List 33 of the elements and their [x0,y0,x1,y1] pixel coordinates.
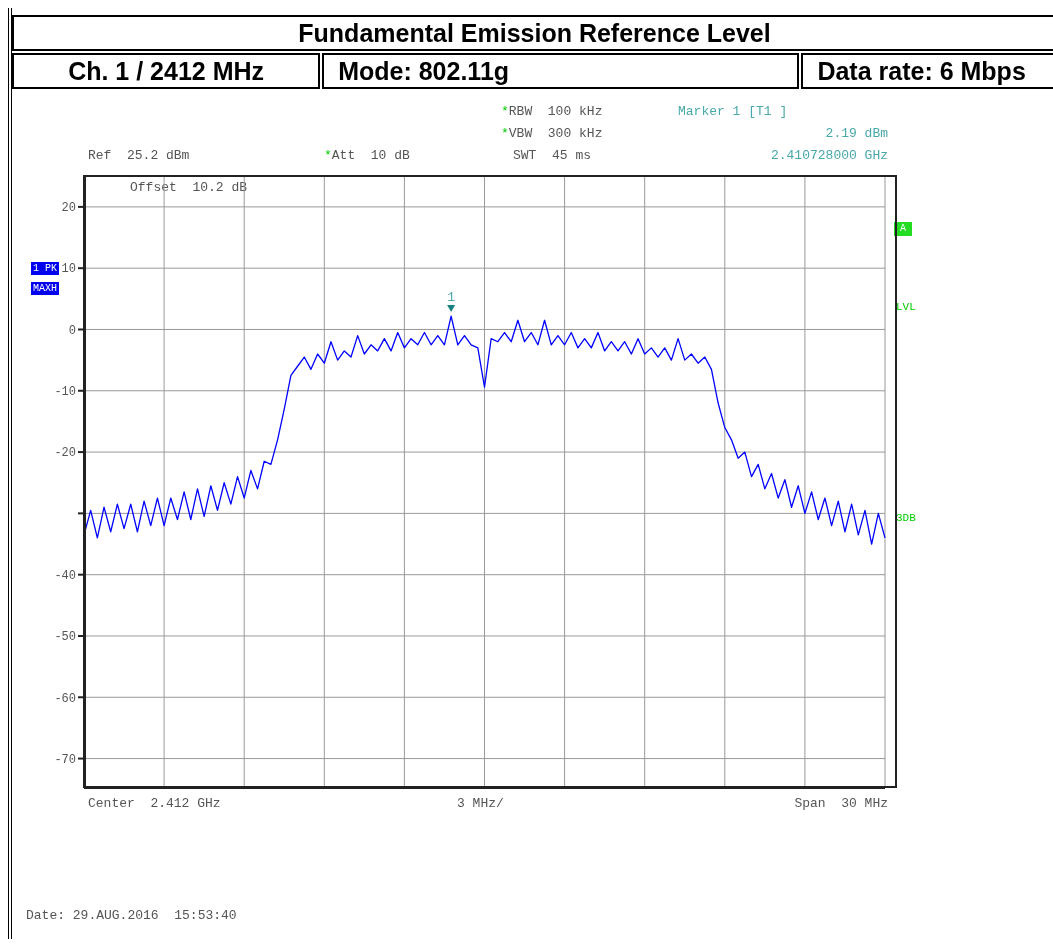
text: Center 2.412 GHz [88,796,221,812]
text: 3 MHz/ [457,796,504,812]
annotation: Offset 10.2 dB [130,180,248,196]
text: 2.19 dBm [825,126,888,142]
text: *VBW 300 kHz [501,126,603,142]
text: *Att 10 dB [324,148,410,164]
text: Span 30 MHz [794,796,888,812]
y-tick-label: -20 [54,446,76,461]
text: Marker 1 [T1 ] [678,104,788,120]
text: 2.410728000 GHz [770,148,888,164]
text: LVL [896,300,916,315]
y-tick-label: -40 [54,568,76,583]
text: Mode: 802.11g [322,53,800,89]
y-tick-label: -60 [54,691,76,706]
text: *RBW 100 kHz [501,104,603,120]
y-tick-label: 0 [68,323,76,338]
text: 1 PK [31,262,60,275]
chart-title: Fundamental Emission Reference Level [12,15,1053,51]
text: 3DB [896,511,916,526]
y-tick-label: -10 [54,385,76,400]
text: A [894,222,913,236]
text: Data rate: 6 Mbps [801,53,1053,89]
y-tick-label: 10 [61,262,76,277]
y-tick-label: -70 [54,752,76,767]
text: MAXH [31,282,60,295]
text: SWT 45 ms [513,148,592,164]
line-series [83,315,886,545]
text: Date: 29.AUG.2016 15:53:40 [26,908,237,924]
y-tick-label: -50 [54,630,76,645]
text: Ref 25.2 dBm [88,148,190,164]
text: Ch. 1 / 2412 MHz [12,53,321,89]
annotation: 1 [447,290,456,306]
y-tick-label: 20 [61,201,76,216]
